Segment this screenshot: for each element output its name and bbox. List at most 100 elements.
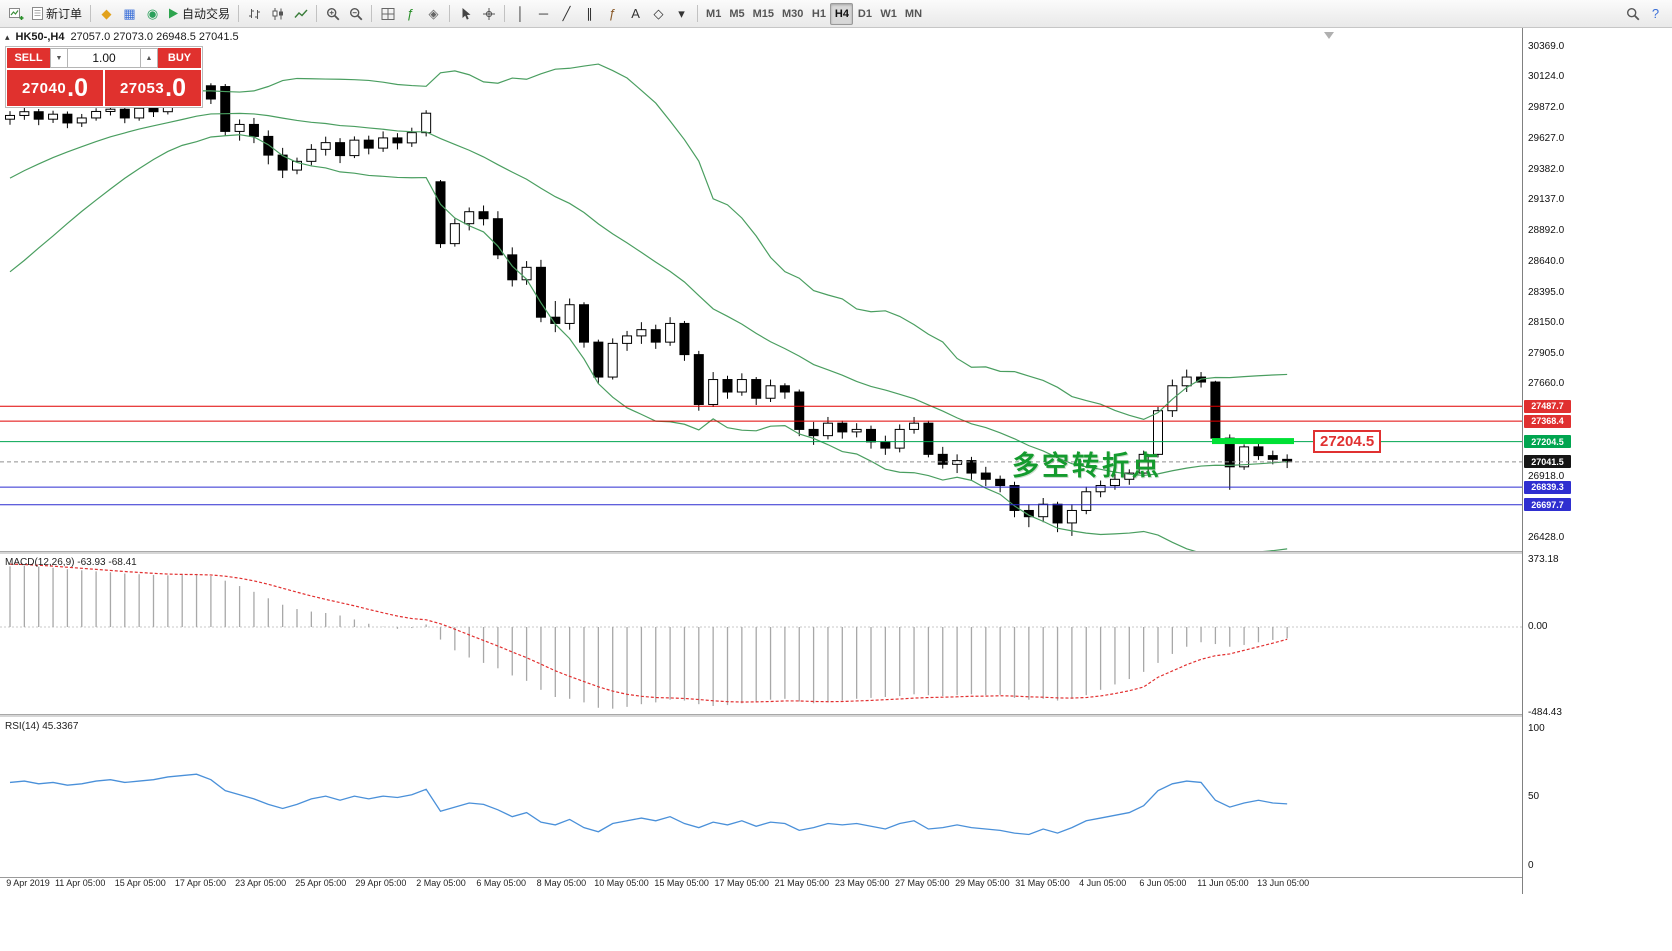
time-axis-label: 8 May 05:00 — [536, 878, 587, 888]
time-axis-label: 17 Apr 05:00 — [174, 878, 226, 888]
axis-tick: 27660.0 — [1528, 378, 1565, 390]
new-order-button[interactable]: 新订单 — [28, 3, 86, 25]
timeframe-m1-button[interactable]: M1 — [706, 7, 722, 20]
channel-tool-button[interactable]: ∥ — [586, 6, 593, 21]
time-axis-label: 21 May 05:00 — [774, 878, 830, 888]
buy-price-main: 27053 — [119, 79, 165, 97]
axis-tick: 50 — [1528, 791, 1540, 802]
volume-decrease-button[interactable]: ▼ — [50, 48, 68, 68]
zoom-out-button[interactable] — [344, 3, 367, 25]
axis-tick: 28150.0 — [1528, 317, 1565, 329]
time-axis-label: 2 May 05:00 — [416, 878, 466, 888]
time-axis-label: 31 May 05:00 — [1015, 878, 1070, 888]
time-axis-label: 15 May 05:00 — [654, 878, 709, 888]
buy-price-fraction: .0 — [165, 73, 187, 102]
text-tool-button[interactable]: A — [631, 6, 640, 21]
time-axis-label: 6 Jun 05:00 — [1139, 878, 1187, 888]
toolbar-separator — [449, 5, 451, 22]
indicators-button[interactable]: ƒ — [406, 6, 415, 21]
volume-input[interactable]: 1.00 — [68, 48, 140, 68]
vertical-line-tool-button[interactable]: │ — [516, 6, 525, 21]
price-callout-label: 27204.5 — [1313, 430, 1382, 453]
cursor-tool-button[interactable] — [454, 3, 477, 25]
bar-chart-button[interactable] — [243, 3, 266, 25]
data-window-button[interactable]: ▦ — [123, 6, 136, 21]
axis-tick: 373.18 — [1528, 553, 1559, 565]
chart-area[interactable] — [0, 28, 1522, 877]
toolbar: 新订单 ◆ ▦ ◉ 自动交易 ƒ ◈ │ ─ ╱ ∥ ƒ A ◇ ▾ M1 M5 M15 M30 H1 H4 D1 W1 MN… — [0, 0, 1672, 28]
timeframe-w1-button[interactable]: W1 — [880, 7, 897, 20]
one-click-trading-panel: SELL ▼ 1.00 ▲ BUY 27040.0 27053.0 — [5, 46, 203, 108]
help-button[interactable]: ? — [1651, 6, 1660, 21]
chart-shift-marker-icon — [1324, 32, 1334, 39]
algo-trading-button[interactable]: 自动交易 — [164, 3, 234, 25]
axis-tick: 30124.0 — [1528, 71, 1565, 83]
axis-tick: 26428.0 — [1528, 531, 1565, 543]
price-badge: 26697.7 — [1524, 498, 1571, 512]
candle-chart-button[interactable] — [266, 3, 289, 25]
panel-separator — [0, 714, 1668, 717]
buy-button[interactable]: BUY — [158, 48, 201, 68]
symbol-name: HK50-,H4 — [15, 31, 65, 43]
volume-increase-button[interactable]: ▲ — [140, 48, 158, 68]
macd-indicator-label: MACD(12,26,9) -63.93 -68.41 — [5, 557, 137, 568]
buy-price-display[interactable]: 27053.0 — [105, 70, 201, 106]
search-button[interactable] — [1621, 3, 1644, 25]
timeframe-h1-button[interactable]: H1 — [811, 7, 826, 20]
fibonacci-tool-button[interactable]: ƒ — [608, 6, 617, 21]
time-axis-label: 29 Apr 05:00 — [355, 878, 407, 888]
time-axis-label: 4 Jun 05:00 — [1079, 878, 1127, 888]
toolbar-separator — [504, 5, 506, 22]
horizontal-line-tool-button[interactable]: ─ — [538, 6, 549, 21]
toolbar-separator — [316, 5, 318, 22]
axis-tick: 28395.0 — [1528, 286, 1565, 298]
price-scale[interactable]: 30369.0 30124.0 29872.0 29627.0 29382.0 29137… — [1522, 28, 1669, 894]
axis-tick: 27905.0 — [1528, 347, 1565, 359]
price-badge: 27204.5 — [1524, 435, 1571, 449]
timeframe-m5-button[interactable]: M5 — [729, 7, 745, 20]
axis-tick: 29137.0 — [1528, 194, 1565, 206]
axis-tick: 29627.0 — [1528, 133, 1565, 145]
time-axis-label: 29 May 05:00 — [955, 878, 1010, 888]
timeframe-m30-button[interactable]: M30 — [782, 7, 804, 20]
timeframe-d1-button[interactable]: D1 — [857, 7, 872, 20]
sell-button[interactable]: SELL — [7, 48, 50, 68]
time-axis-line — [0, 877, 1668, 878]
shapes-tool-button[interactable]: ◇ — [653, 6, 664, 21]
collapse-arrow-icon[interactable]: ▴ — [5, 31, 10, 42]
sell-price-display[interactable]: 27040.0 — [7, 70, 103, 106]
axis-tick: 28892.0 — [1528, 224, 1565, 236]
time-axis-label: 15 Apr 05:00 — [114, 878, 166, 888]
toolbar-separator — [238, 5, 240, 22]
time-axis-label: 10 May 05:00 — [594, 878, 649, 888]
sell-price-main: 27040 — [21, 79, 67, 97]
axis-tick: 26918.0 — [1528, 470, 1565, 482]
time-axis-label: 11 Apr 05:00 — [54, 878, 106, 888]
timeframe-mn-button[interactable]: MN — [904, 7, 923, 20]
time-scale[interactable]: 9 Apr 2019 11 Apr 05:00 15 Apr 05:00 17 Apr… — [0, 878, 1522, 893]
axis-tick: 100 — [1528, 722, 1545, 734]
zoom-in-button[interactable] — [321, 3, 344, 25]
symbol-info: ▴ HK50-,H4 27057.0 27073.0 26948.5 27041… — [5, 31, 239, 43]
market-watch-button[interactable]: ◆ — [101, 6, 112, 21]
rsi-indicator-label: RSI(14) 45.3367 — [5, 721, 79, 732]
time-axis-label: 17 May 05:00 — [714, 878, 770, 888]
more-tools-dropdown[interactable]: ▾ — [678, 6, 685, 21]
objects-button[interactable]: ◈ — [428, 6, 439, 21]
navigator-button[interactable]: ◉ — [146, 6, 159, 21]
axis-tick: 29382.0 — [1528, 163, 1565, 175]
new-chart-button[interactable] — [5, 3, 28, 25]
trendline-tool-button[interactable]: ╱ — [562, 6, 571, 21]
time-axis-label: 23 May 05:00 — [834, 878, 890, 888]
price-badge: 27487.7 — [1524, 399, 1571, 413]
tile-windows-button[interactable] — [376, 3, 399, 25]
timeframe-m15-button[interactable]: M15 — [752, 7, 774, 20]
crosshair-tool-button[interactable] — [477, 3, 500, 25]
timeframe-h4-button[interactable]: H4 — [830, 2, 854, 25]
price-badge: 27368.4 — [1524, 414, 1571, 428]
axis-tick: 29872.0 — [1528, 102, 1565, 114]
panel-separator — [0, 551, 1668, 554]
time-axis-label: 25 Apr 05:00 — [295, 878, 347, 888]
price-badge: 26839.3 — [1524, 480, 1571, 494]
line-chart-button[interactable] — [289, 3, 312, 25]
